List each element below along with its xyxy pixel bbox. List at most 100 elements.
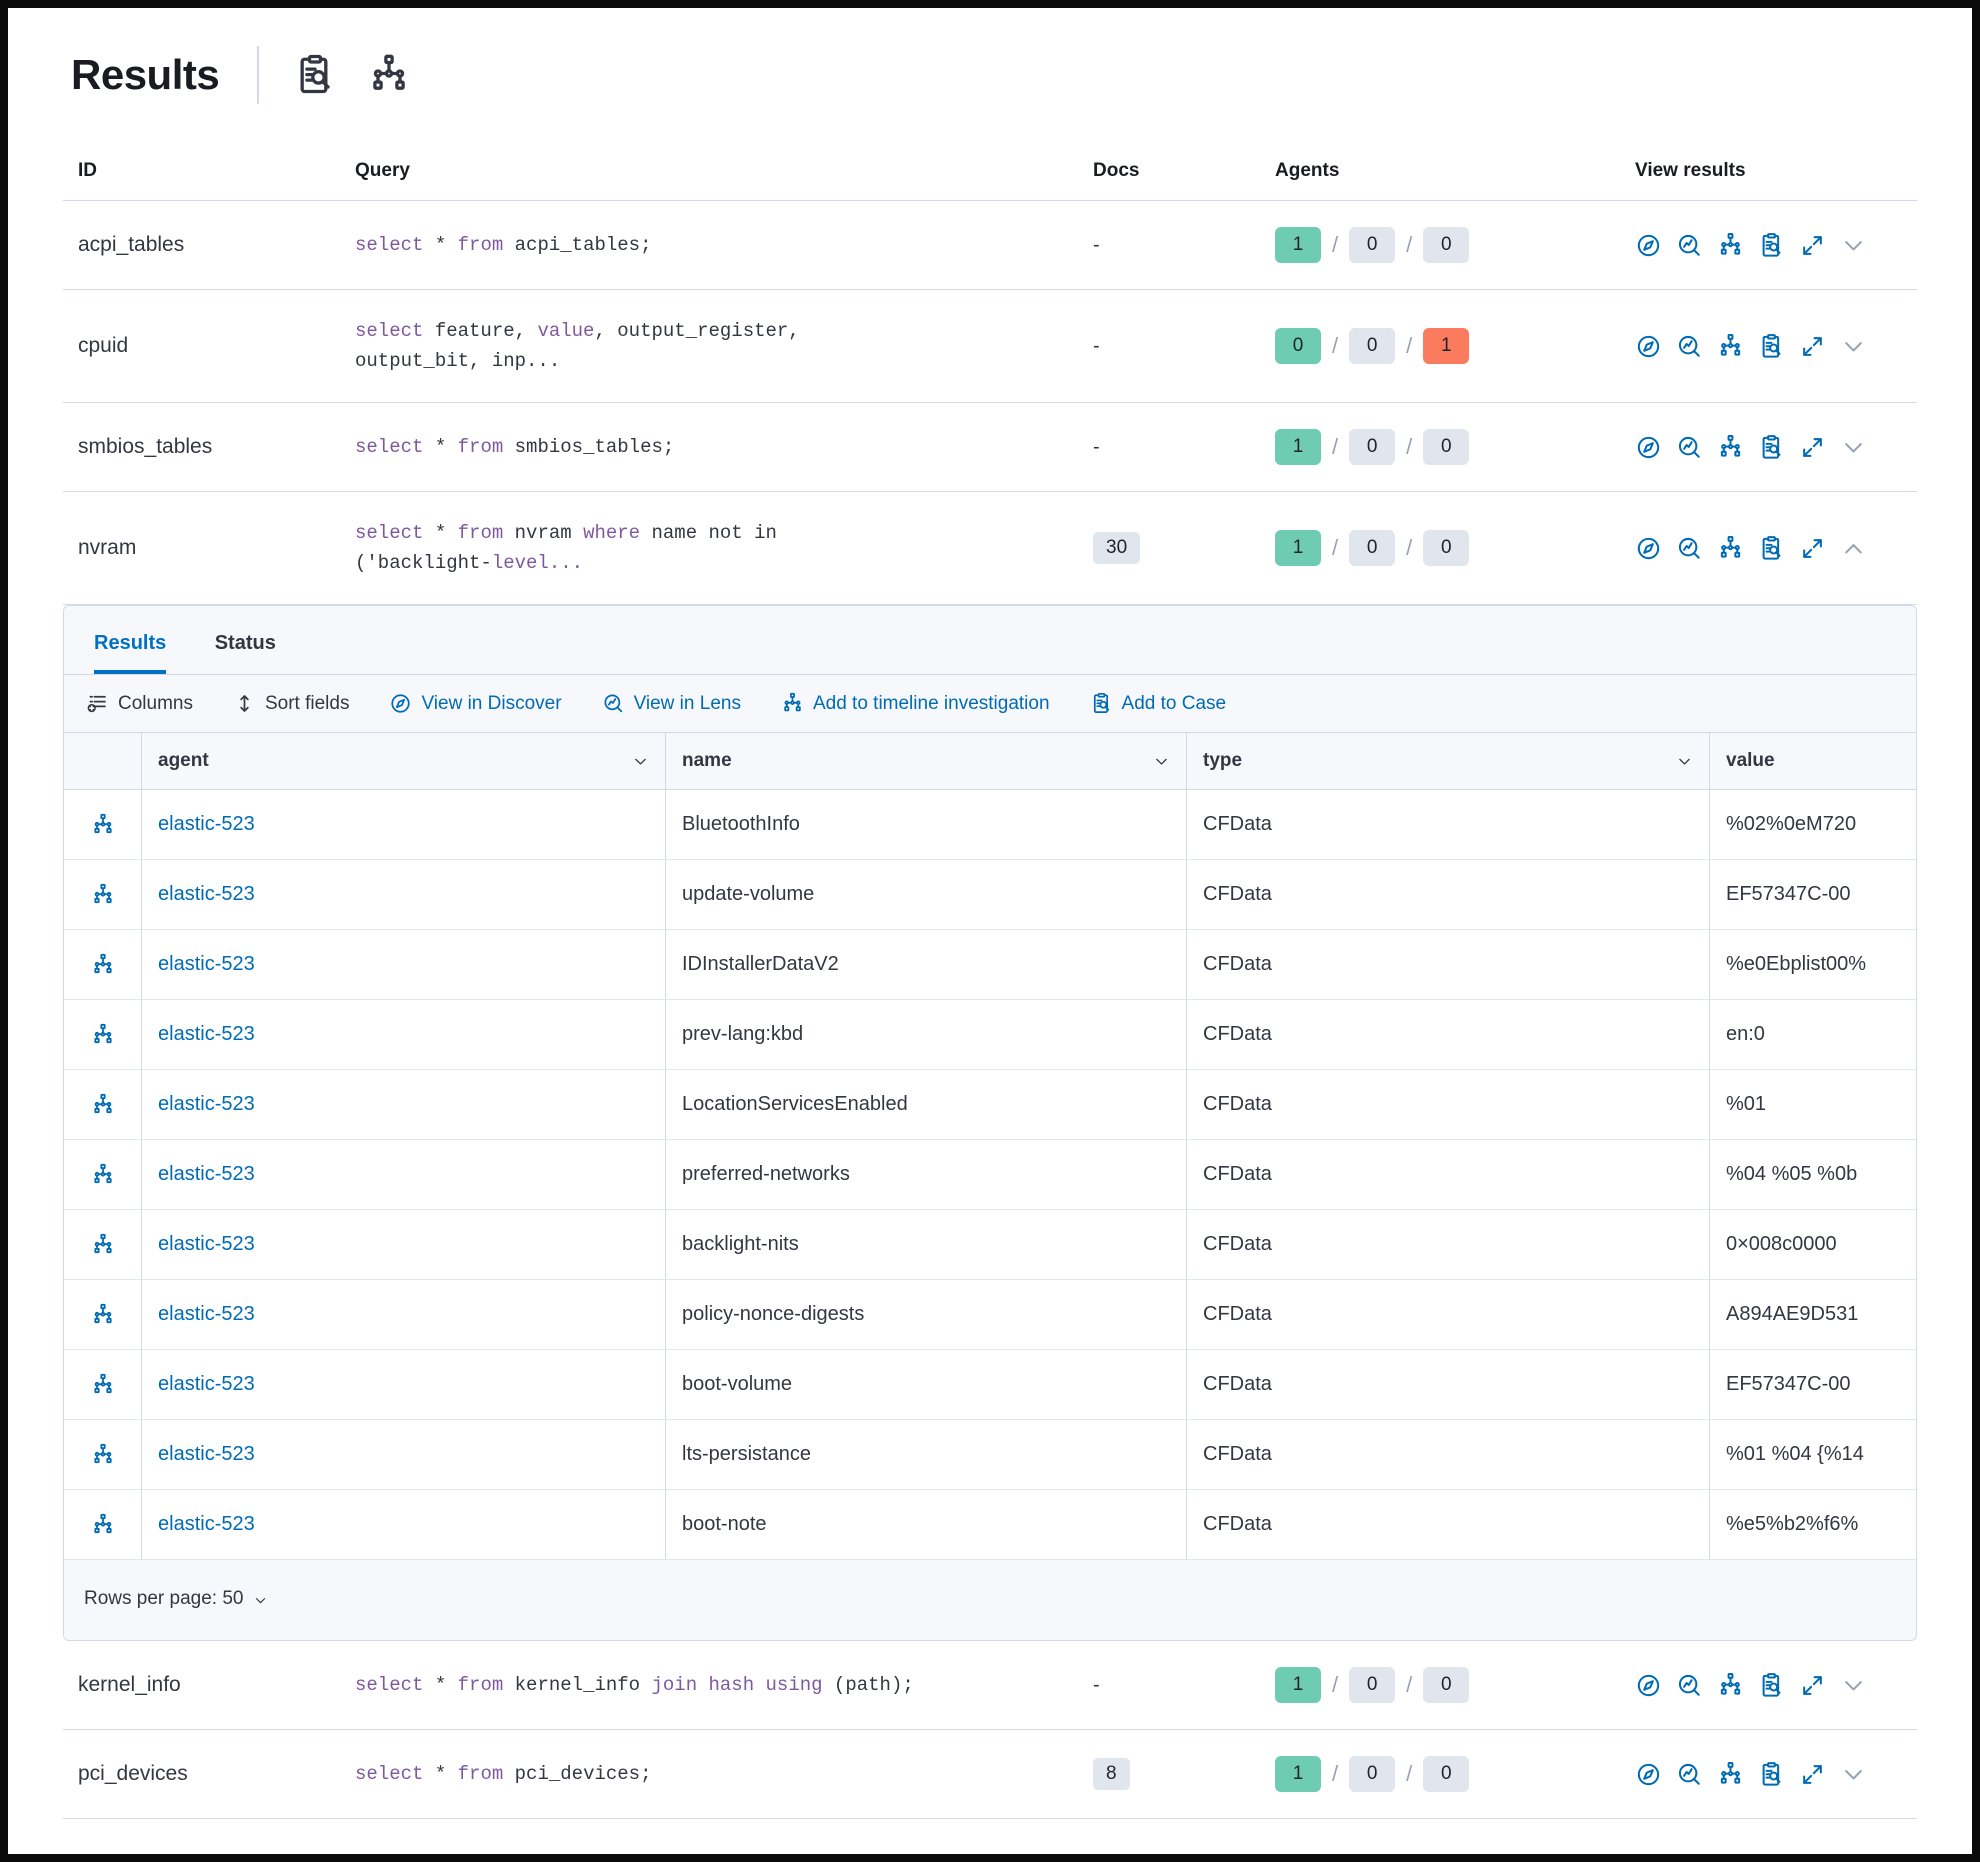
agent-link[interactable]: elastic-523 — [158, 1233, 255, 1255]
query-sql: select * from kernel_info join hash usin… — [355, 1674, 914, 1696]
discover-icon[interactable] — [1635, 232, 1662, 259]
node-tree-icon[interactable] — [91, 1303, 115, 1327]
agent-link[interactable]: elastic-523 — [158, 1303, 255, 1325]
expand-icon[interactable] — [1799, 1761, 1826, 1788]
cell-type: CFData — [1187, 1420, 1710, 1489]
node-tree-icon[interactable] — [91, 1443, 115, 1467]
slash-separator: / — [1332, 333, 1339, 358]
agent-link[interactable]: elastic-523 — [158, 1093, 255, 1115]
lens-icon[interactable] — [1676, 535, 1703, 562]
node-tree-icon[interactable] — [1717, 535, 1744, 562]
node-tree-icon[interactable] — [1717, 333, 1744, 360]
agent-link[interactable]: elastic-523 — [158, 1513, 255, 1535]
grid-col-name[interactable]: name — [666, 733, 1187, 789]
grid-col-agent[interactable]: agent — [142, 733, 666, 789]
discover-icon[interactable] — [1635, 434, 1662, 461]
agent-link[interactable]: elastic-523 — [158, 1163, 255, 1185]
cell-type: CFData — [1187, 1350, 1710, 1419]
agent-link[interactable]: elastic-523 — [158, 883, 255, 905]
rows-per-page-button[interactable]: Rows per page: 50 — [64, 1560, 1916, 1640]
agent-link[interactable]: elastic-523 — [158, 1023, 255, 1045]
toolbar-label: View in Discover — [421, 692, 562, 714]
agent-link[interactable]: elastic-523 — [158, 953, 255, 975]
expand-icon[interactable] — [1799, 535, 1826, 562]
add-to-case-button[interactable]: Add to Case — [1090, 692, 1227, 715]
cell-value: %01 — [1726, 1093, 1767, 1115]
slash-separator: / — [1406, 535, 1413, 560]
slash-separator: / — [1406, 333, 1413, 358]
expand-icon[interactable] — [1799, 232, 1826, 259]
node-tree-icon[interactable] — [1717, 1672, 1744, 1699]
chevron-down-icon[interactable] — [1676, 753, 1693, 770]
inspect-icon[interactable] — [1758, 333, 1785, 360]
agents-success-badge: 1 — [1275, 227, 1321, 263]
slash-separator: / — [1332, 1761, 1339, 1786]
lens-icon[interactable] — [1676, 333, 1703, 360]
discover-icon[interactable] — [1635, 333, 1662, 360]
grid-toolbar: Columns Sort fields View in Discover View i… — [64, 675, 1916, 732]
inspect-icon[interactable] — [1758, 434, 1785, 461]
view-in-discover-button[interactable]: View in Discover — [389, 692, 562, 715]
inspect-icon[interactable] — [293, 53, 337, 97]
tab-results[interactable]: Results — [94, 632, 167, 674]
inspect-icon[interactable] — [1758, 1761, 1785, 1788]
add-to-timeline-investigation-button[interactable]: Add to timeline investigation — [781, 692, 1050, 715]
lens-icon[interactable] — [1676, 1672, 1703, 1699]
node-tree-icon[interactable] — [91, 1513, 115, 1537]
query-row-kernel_info: kernel_info select * from kernel_info joi… — [63, 1641, 1917, 1730]
node-tree-icon[interactable] — [367, 53, 411, 97]
node-tree-icon[interactable] — [91, 883, 115, 907]
inspect-icon[interactable] — [1758, 535, 1785, 562]
query-row-pci_devices: pci_devices select * from pci_devices; 8 1 /… — [63, 1730, 1917, 1819]
sort-fields-button[interactable]: Sort fields — [233, 692, 349, 715]
node-tree-icon[interactable] — [91, 1163, 115, 1187]
cell-type: CFData — [1187, 1280, 1710, 1349]
agent-link[interactable]: elastic-523 — [158, 1373, 255, 1395]
expand-icon[interactable] — [1799, 333, 1826, 360]
expand-icon[interactable] — [1799, 1672, 1826, 1699]
inspect-icon[interactable] — [1758, 1672, 1785, 1699]
chevron-down-icon[interactable] — [1840, 333, 1867, 360]
query-row-cpuid: cpuid select feature, value, output_regis… — [63, 290, 1917, 403]
toolbar-label: Columns — [118, 692, 193, 714]
toolbar-label: Add to timeline investigation — [812, 692, 1050, 714]
lens-icon[interactable] — [1676, 232, 1703, 259]
expand-icon[interactable] — [1799, 434, 1826, 461]
node-tree-icon[interactable] — [91, 1093, 115, 1117]
discover-icon[interactable] — [1635, 1761, 1662, 1788]
agent-link[interactable]: elastic-523 — [158, 1443, 255, 1465]
discover-icon[interactable] — [1635, 535, 1662, 562]
lens-icon[interactable] — [1676, 434, 1703, 461]
node-tree-icon[interactable] — [1717, 232, 1744, 259]
toolbar-label: Add to Case — [1121, 692, 1227, 714]
query-sql: select feature, value, output_register, o… — [355, 320, 800, 372]
chevron-down-icon[interactable] — [1840, 1672, 1867, 1699]
tab-status[interactable]: Status — [214, 632, 276, 654]
chevron-up-icon[interactable] — [1840, 535, 1867, 562]
node-tree-icon[interactable] — [1717, 434, 1744, 461]
node-tree-icon[interactable] — [91, 1373, 115, 1397]
table-row: elastic-523 IDInstallerDataV2 CFData %e0Ebp… — [64, 930, 1916, 1000]
chevron-down-icon[interactable] — [1840, 232, 1867, 259]
node-tree-icon[interactable] — [91, 1233, 115, 1257]
view-in-lens-button[interactable]: View in Lens — [602, 692, 741, 715]
grid-col-value[interactable]: value — [1710, 733, 1916, 789]
agent-link[interactable]: elastic-523 — [158, 813, 255, 835]
columns-button[interactable]: Columns — [86, 692, 193, 715]
discover-icon[interactable] — [1635, 1672, 1662, 1699]
node-tree-icon[interactable] — [1717, 1761, 1744, 1788]
node-tree-icon[interactable] — [91, 813, 115, 837]
node-tree-icon[interactable] — [91, 1023, 115, 1047]
chevron-down-icon[interactable] — [1840, 1761, 1867, 1788]
lens-icon[interactable] — [1676, 1761, 1703, 1788]
chevron-down-icon[interactable] — [632, 753, 649, 770]
discover-icon — [389, 692, 412, 715]
chevron-down-icon[interactable] — [1840, 434, 1867, 461]
agents-pending-badge: 0 — [1349, 530, 1396, 566]
grid-col-type[interactable]: type — [1187, 733, 1710, 789]
inspect-icon[interactable] — [1758, 232, 1785, 259]
node-tree-icon[interactable] — [91, 953, 115, 977]
chevron-down-icon[interactable] — [1153, 753, 1170, 770]
cell-name: policy-nonce-digests — [666, 1280, 1187, 1349]
